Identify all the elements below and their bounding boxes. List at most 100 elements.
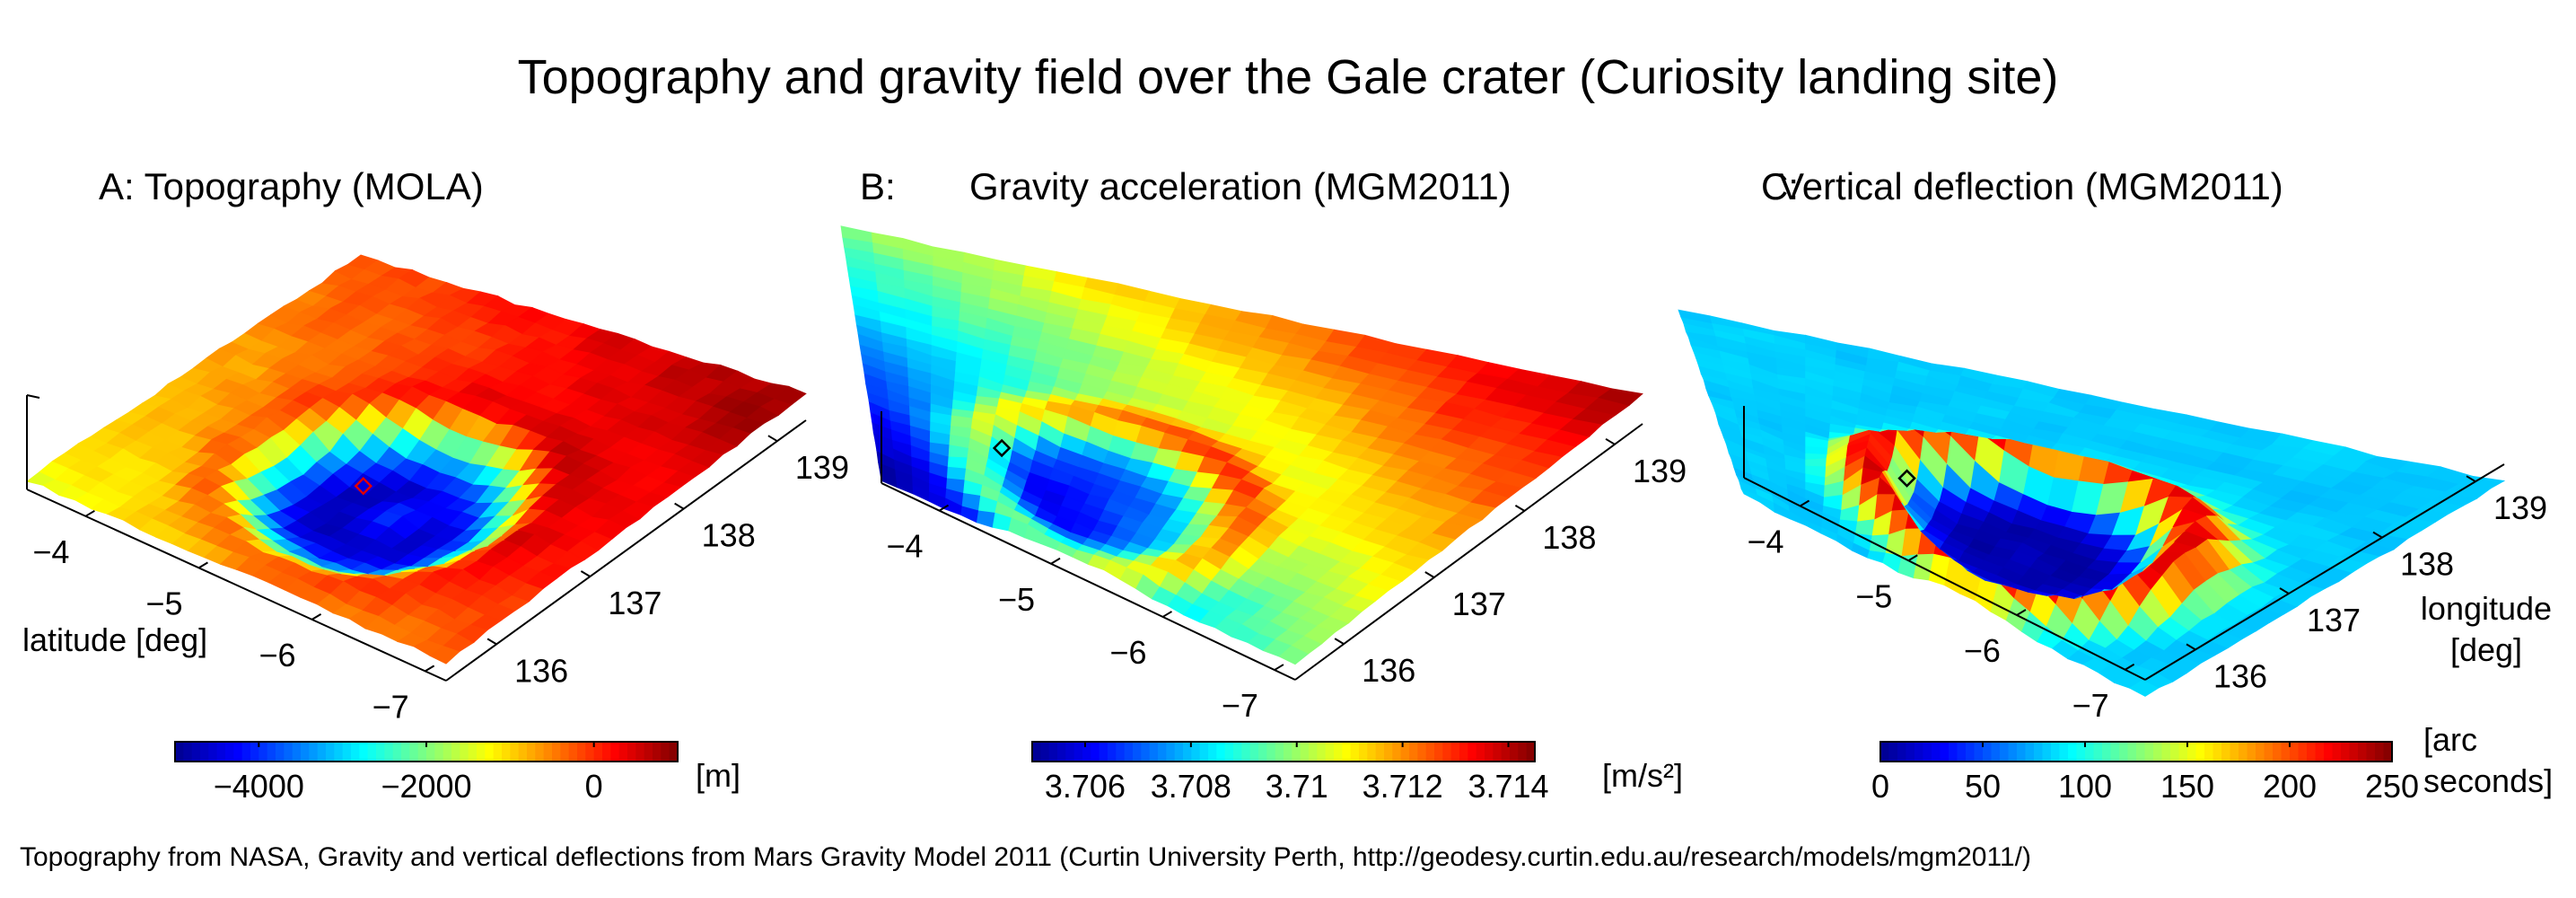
latitude-tick (311, 612, 322, 621)
colorbar-segment (2383, 742, 2393, 762)
panel-letter: C: (1761, 165, 1799, 207)
landing-site-marker (992, 438, 1012, 458)
latitude-tick-label: −4 (32, 533, 69, 570)
latitude-tick-label: −4 (1748, 524, 1784, 560)
colorbar-segment (552, 742, 561, 762)
colorbar-segment (2230, 742, 2239, 762)
longitude-tick-label: 137 (608, 585, 662, 621)
colorbar-segment (2153, 742, 2163, 762)
longitude-tick (767, 435, 778, 443)
colorbar: 3.706 3.708 3.71 3.712 3.714 [m/s²] (1031, 741, 1683, 805)
colorbar-segment (417, 742, 427, 762)
colorbar-segment (1073, 742, 1083, 762)
colorbar-segment (627, 742, 636, 762)
longitude-tick (486, 638, 497, 646)
longitude-tick (1514, 505, 1525, 512)
colorbar-segment (1325, 742, 1335, 762)
colorbar-segment (653, 742, 662, 762)
longitude-tick (2186, 643, 2196, 651)
colorbar-segment (1459, 742, 1468, 762)
colorbar-segment (241, 742, 251, 762)
colorbar-segment (367, 742, 377, 762)
colorbar-segment (1191, 742, 1201, 762)
colorbar-tick-label: 0 (1871, 768, 1889, 805)
colorbar-segment (1141, 742, 1151, 762)
longitude-axis-label: longitude [deg] (2421, 590, 2552, 668)
colorbar-segment (351, 742, 360, 762)
colorbar-segment (200, 742, 209, 762)
colorbar-segment (1317, 742, 1327, 762)
colorbar-segment (2110, 742, 2120, 762)
z-axis-tick (26, 394, 40, 399)
colorbar-segment (2290, 742, 2300, 762)
colorbar-segment (1057, 742, 1066, 762)
latitude-tick-label: −7 (372, 688, 409, 725)
colorbar-segment (225, 742, 234, 762)
colorbar-tick-label: 200 (2263, 768, 2317, 805)
colorbar-segment (1485, 742, 1494, 762)
colorbar-segment (2239, 742, 2248, 762)
colorbar-segment (2085, 742, 2095, 762)
colorbar-tick-label: 3.708 (1151, 768, 1231, 805)
colorbar-frame (1031, 741, 1536, 762)
colorbar-segment (1957, 742, 1967, 762)
colorbar-segment (434, 742, 444, 762)
colorbar-segment (1966, 742, 1976, 762)
colorbar-tick-label: 50 (1965, 768, 2001, 805)
colorbar-segment (1468, 742, 1477, 762)
landing-site-marker (354, 476, 373, 496)
longitude-tick-label: 139 (2493, 489, 2547, 526)
latitude-tick (84, 509, 95, 517)
colorbar-segment (2349, 742, 2359, 762)
colorbar-segment (543, 742, 553, 762)
colorbar-segment (2247, 742, 2256, 762)
latitude-tick-label: −4 (886, 528, 923, 565)
colorbar-unit: [m] (696, 757, 740, 794)
surface-cell (947, 455, 968, 469)
latitude-tick (197, 561, 208, 569)
colorbar-segment (1442, 742, 1452, 762)
colorbar-segment (334, 742, 344, 762)
colorbar-segment (451, 742, 460, 762)
colorbar-frame (1879, 741, 2393, 762)
colorbar-segment (1208, 742, 1217, 762)
colorbar-segment (2315, 742, 2325, 762)
latitude-tick-label: −6 (1109, 634, 1146, 671)
colorbar-segment (175, 742, 184, 762)
colorbar-segment (1375, 742, 1385, 762)
colorbar-segment (1417, 742, 1427, 762)
colorbar-segment (1166, 742, 1176, 762)
longitude-tick-label: 137 (2307, 602, 2361, 638)
colorbar-segment (485, 742, 495, 762)
colorbar-segment (1300, 742, 1310, 762)
longitude-tick-label: 136 (514, 652, 568, 689)
longitude-tick (1605, 437, 1616, 445)
colorbar-segment (216, 742, 226, 762)
figure-title: Topography and gravity field over the Ga… (518, 50, 2059, 104)
colorbar-segment (1518, 742, 1528, 762)
latitude-tick (1800, 499, 1810, 507)
colorbar-segment (1334, 742, 1343, 762)
colorbar-segment (610, 742, 620, 762)
colorbar-segment (1359, 742, 1368, 762)
colorbar-segment (1526, 742, 1536, 762)
colorbar-segment (1233, 742, 1242, 762)
colorbar-segment (1501, 742, 1511, 762)
latitude-axis (881, 482, 1296, 681)
colorbar-segment (1493, 742, 1503, 762)
colorbar-segment (1266, 742, 1276, 762)
colorbar-segment (2068, 742, 2078, 762)
colorbar-segment (510, 742, 520, 762)
colorbar-segment (1032, 742, 1041, 762)
colorbar-segment (1133, 742, 1142, 762)
colorbar-segment (1309, 742, 1318, 762)
surface-mesh (840, 225, 1643, 665)
colorbar-segment (2195, 742, 2205, 762)
colorbar-segment (1216, 742, 1226, 762)
colorbar-segment (2042, 742, 2052, 762)
colorbar-segment (602, 742, 611, 762)
longitude-tick-label: 139 (795, 449, 849, 486)
colorbar-segment (2093, 742, 2103, 762)
colorbar-segment (618, 742, 628, 762)
